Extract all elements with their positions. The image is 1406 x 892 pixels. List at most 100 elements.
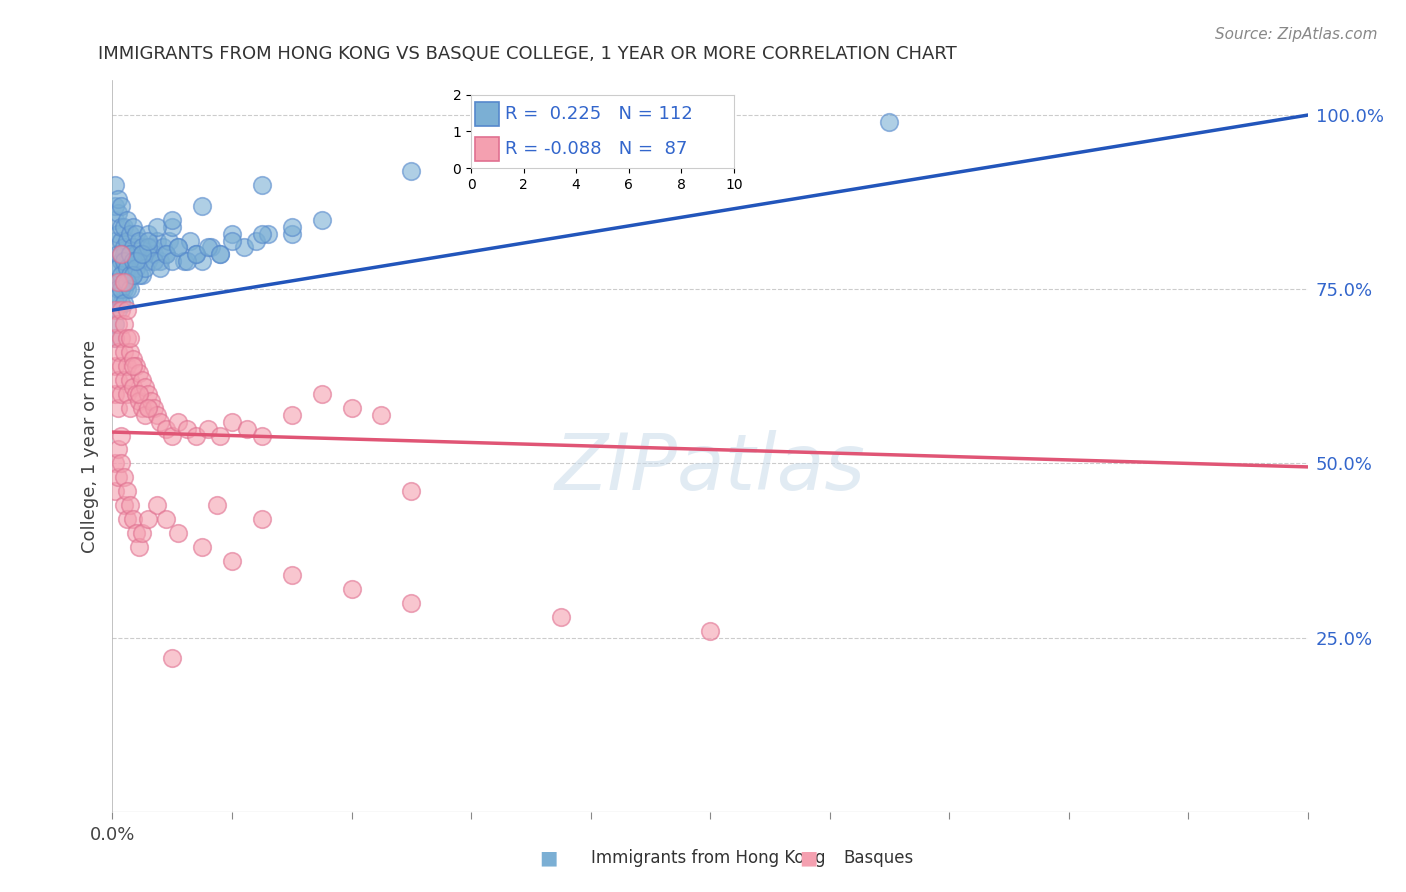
Point [114, 373, 135, 387]
Point [107, 317, 129, 331]
Point [107, 205, 129, 219]
Point [122, 240, 145, 254]
Point [107, 345, 129, 359]
Point [107, 289, 129, 303]
Point [117, 275, 139, 289]
Point [281, 567, 304, 582]
Point [104, 212, 127, 227]
Point [155, 512, 177, 526]
Point [120, 401, 142, 415]
Point [340, 582, 363, 596]
Point [104, 303, 127, 318]
Point [110, 219, 132, 234]
Point [143, 254, 166, 268]
Point [122, 268, 145, 283]
Point [125, 254, 148, 268]
Point [149, 415, 172, 429]
Point [104, 296, 127, 310]
Point [186, 428, 208, 442]
Point [191, 540, 214, 554]
Point [117, 484, 139, 499]
Point [209, 247, 232, 261]
Point [155, 247, 177, 261]
Point [122, 512, 145, 526]
Point [197, 240, 219, 254]
Text: ■: ■ [538, 848, 558, 868]
Point [209, 428, 232, 442]
Point [107, 442, 129, 457]
Point [117, 212, 139, 227]
Point [117, 254, 139, 268]
Point [104, 386, 127, 401]
Point [104, 484, 127, 499]
Point [107, 275, 129, 289]
Point [120, 227, 142, 241]
Point [128, 254, 150, 268]
Point [114, 219, 135, 234]
Point [117, 303, 139, 318]
Point [131, 247, 153, 261]
Point [146, 234, 169, 248]
Point [143, 247, 166, 261]
Point [281, 219, 304, 234]
Point [138, 240, 160, 254]
Point [640, 128, 662, 143]
Point [120, 247, 142, 261]
Point [167, 415, 190, 429]
Point [117, 261, 139, 276]
Point [114, 247, 135, 261]
Point [110, 234, 132, 248]
Point [173, 254, 195, 268]
Point [107, 192, 129, 206]
Point [114, 240, 135, 254]
Point [128, 268, 150, 283]
Point [131, 526, 153, 541]
Point [107, 401, 129, 415]
Text: IMMIGRANTS FROM HONG KONG VS BASQUE COLLEGE, 1 YEAR OR MORE CORRELATION CHART: IMMIGRANTS FROM HONG KONG VS BASQUE COLL… [98, 45, 957, 62]
Point [114, 317, 135, 331]
Point [122, 268, 145, 283]
Point [128, 393, 150, 408]
Point [138, 254, 160, 268]
Point [155, 421, 177, 435]
Point [110, 296, 132, 310]
Point [221, 234, 243, 248]
Point [110, 268, 132, 283]
Point [221, 554, 243, 568]
Point [110, 199, 132, 213]
Point [107, 373, 129, 387]
Point [138, 234, 160, 248]
Point [114, 275, 135, 289]
Point [110, 331, 132, 345]
Point [149, 254, 172, 268]
Point [131, 247, 153, 261]
Text: ■: ■ [799, 848, 818, 868]
Point [107, 247, 129, 261]
Point [138, 512, 160, 526]
Point [114, 345, 135, 359]
Point [167, 240, 190, 254]
Point [134, 261, 156, 276]
Point [200, 240, 222, 254]
Point [191, 254, 214, 268]
Point [117, 275, 139, 289]
Point [114, 275, 135, 289]
Point [179, 234, 201, 248]
Point [117, 331, 139, 345]
Point [107, 227, 129, 241]
Point [110, 303, 132, 318]
Point [110, 247, 132, 261]
Text: ZIPatlas: ZIPatlas [554, 430, 866, 506]
Point [110, 428, 132, 442]
Point [162, 219, 183, 234]
Point [114, 261, 135, 276]
Point [191, 199, 214, 213]
Point [104, 331, 127, 345]
Point [110, 247, 132, 261]
Point [128, 234, 150, 248]
Point [134, 247, 156, 261]
Point [120, 282, 142, 296]
Point [162, 212, 183, 227]
Point [146, 219, 169, 234]
Point [250, 512, 273, 526]
